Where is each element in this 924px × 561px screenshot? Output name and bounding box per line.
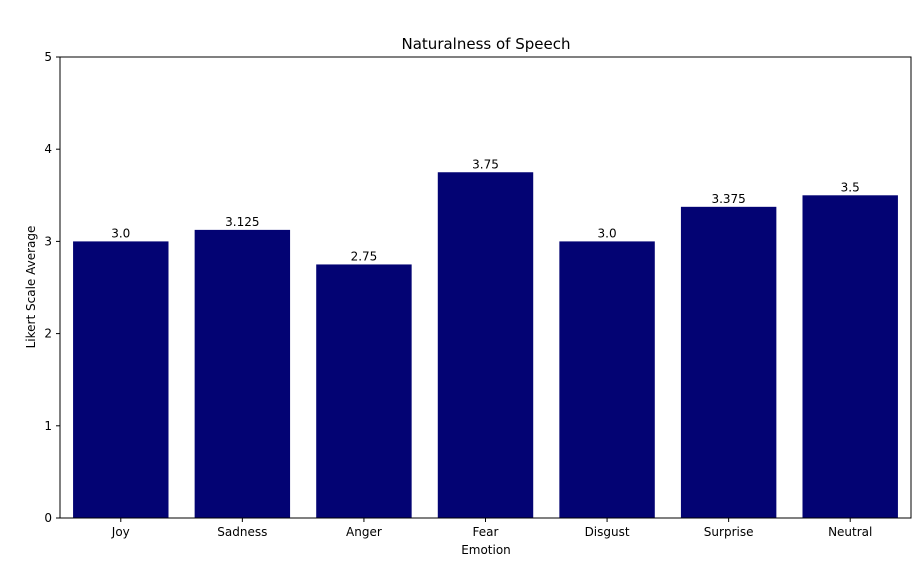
y-tick-label: 4 bbox=[44, 142, 52, 156]
bar-value-label-disgust: 3.0 bbox=[598, 226, 617, 240]
bar-value-label-joy: 3.0 bbox=[111, 226, 130, 240]
x-tick-label-disgust: Disgust bbox=[585, 525, 630, 539]
bar-value-label-surprise: 3.375 bbox=[711, 192, 745, 206]
x-tick-label-surprise: Surprise bbox=[704, 525, 754, 539]
bar-disgust bbox=[559, 241, 655, 518]
bar-anger bbox=[316, 264, 412, 518]
y-axis-label: Likert Scale Average bbox=[24, 226, 38, 349]
x-tick-label-sadness: Sadness bbox=[217, 525, 267, 539]
bar-value-label-fear: 3.75 bbox=[472, 157, 499, 171]
bar-sadness bbox=[194, 229, 291, 518]
y-axis-ticks: 0 1 2 3 4 5 bbox=[44, 50, 60, 525]
y-tick-label: 1 bbox=[44, 419, 52, 433]
x-tick-label-fear: Fear bbox=[473, 525, 499, 539]
y-tick-label: 0 bbox=[44, 511, 52, 525]
y-tick-label: 5 bbox=[44, 50, 52, 64]
bar-surprise bbox=[680, 206, 777, 518]
bar-value-labels: 3.0 3.125 2.75 3.75 3.0 3.375 3.5 bbox=[111, 157, 860, 263]
bar-value-label-sadness: 3.125 bbox=[225, 215, 259, 229]
x-tick-label-anger: Anger bbox=[346, 525, 382, 539]
bar-value-label-neutral: 3.5 bbox=[841, 180, 860, 194]
bar-fear bbox=[437, 172, 534, 518]
x-axis-ticks: Joy Sadness Anger Fear Disgust Surprise Neutra… bbox=[111, 518, 872, 539]
x-tick-label-neutral: Neutral bbox=[828, 525, 872, 539]
y-tick-label: 2 bbox=[44, 327, 52, 341]
bar-joy bbox=[73, 241, 169, 518]
y-tick-label: 3 bbox=[44, 234, 52, 248]
bar-neutral bbox=[802, 195, 898, 519]
x-tick-label-joy: Joy bbox=[111, 525, 130, 539]
x-axis-label: Emotion bbox=[461, 543, 511, 557]
plot-area-frame bbox=[59, 56, 912, 519]
bars-group bbox=[73, 172, 898, 519]
chart-title: Naturalness of Speech bbox=[402, 35, 571, 53]
bar-value-label-anger: 2.75 bbox=[351, 249, 378, 263]
